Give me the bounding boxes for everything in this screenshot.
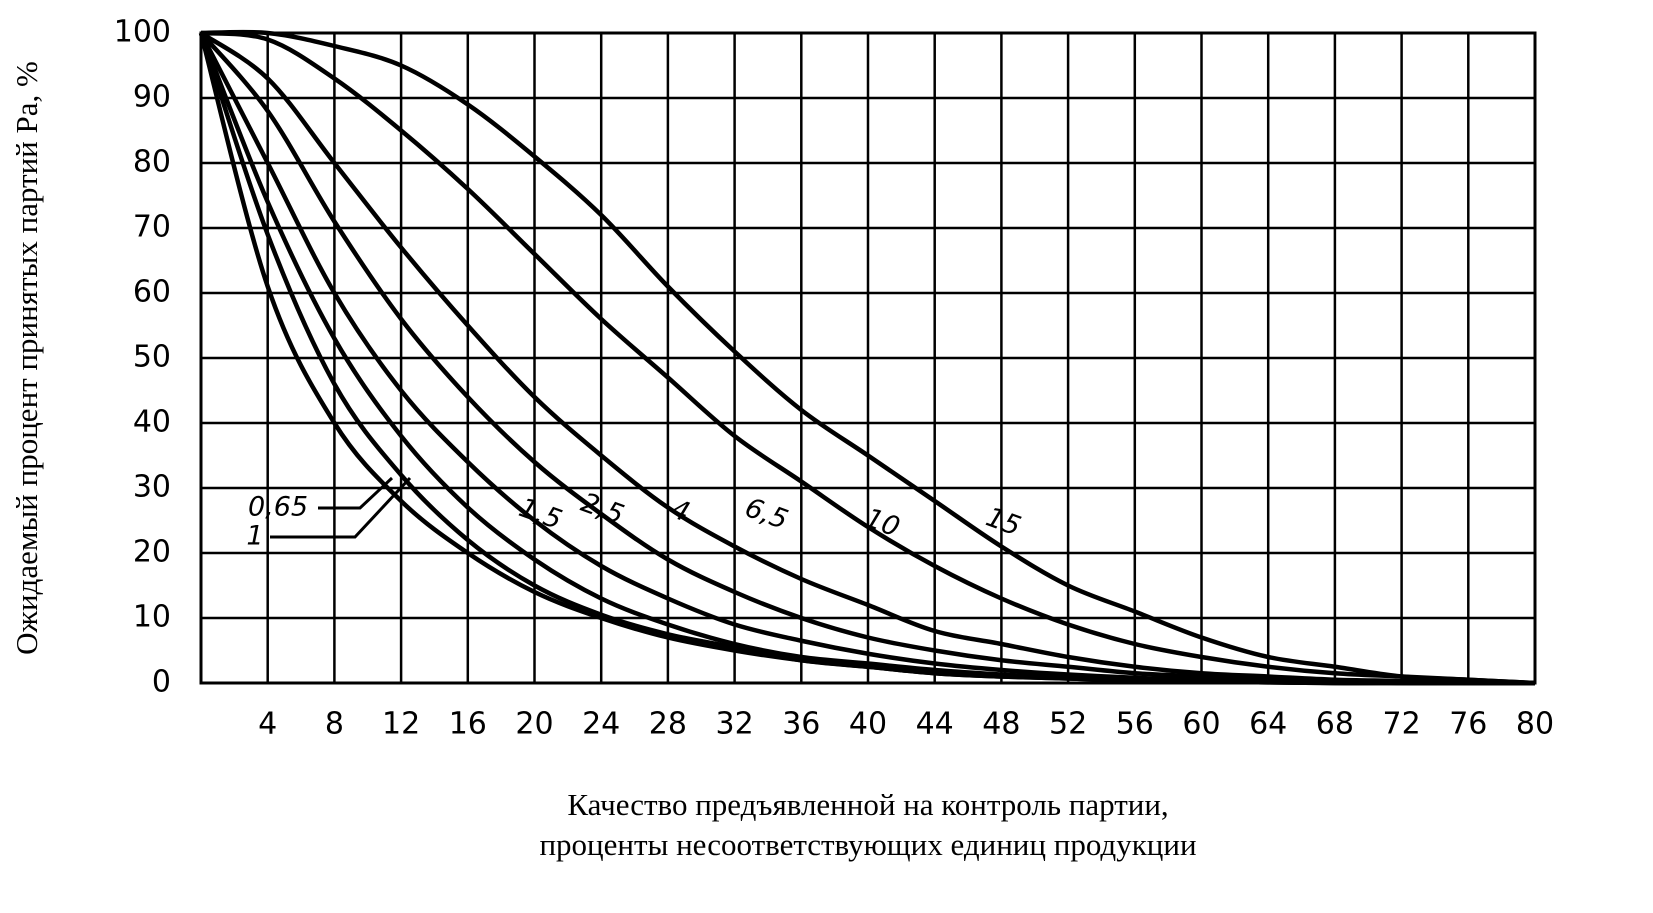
series-line xyxy=(199,31,1536,686)
series-label: 2,5 xyxy=(577,487,628,531)
x-tick-label: 60 xyxy=(1182,707,1220,742)
x-tick-label: 44 xyxy=(916,707,954,742)
y-tick-label: 100 xyxy=(114,15,171,50)
leader-line xyxy=(318,476,394,510)
x-tick-label: 32 xyxy=(716,707,754,742)
series-label: 1 xyxy=(246,521,263,552)
x-tick-label: 56 xyxy=(1116,707,1154,742)
y-tick-label: 70 xyxy=(133,210,171,245)
y-tick-label: 30 xyxy=(133,470,171,505)
x-tick-label: 76 xyxy=(1449,707,1487,742)
y-tick-label: 10 xyxy=(133,600,171,635)
x-tick-label: 72 xyxy=(1383,707,1421,742)
x-tick-label: 40 xyxy=(849,707,887,742)
x-tick-label: 16 xyxy=(449,707,487,742)
y-tick-label: 0 xyxy=(152,665,171,700)
y-tick-label: 20 xyxy=(133,535,171,570)
series-label: 6,5 xyxy=(741,492,792,536)
x-tick-label: 36 xyxy=(782,707,820,742)
series-line xyxy=(200,30,1536,686)
x-tick-label: 64 xyxy=(1249,707,1287,742)
series-line xyxy=(200,29,1536,686)
x-tick-label: 12 xyxy=(382,707,420,742)
y-tick-label: 90 xyxy=(133,80,171,115)
x-tick-label: 20 xyxy=(515,707,553,742)
x-tick-label: 8 xyxy=(325,707,344,742)
x-tick-label: 52 xyxy=(1049,707,1087,742)
x-tick-label: 80 xyxy=(1516,707,1554,742)
x-tick-label: 24 xyxy=(582,707,620,742)
y-tick-label: 60 xyxy=(133,275,171,310)
series-label: 0,65 xyxy=(248,492,308,523)
y-axis-title: Ожидаемый процент принятых партий Pa, % xyxy=(9,61,44,655)
y-tick-label: 80 xyxy=(133,145,171,180)
x-tick-label: 68 xyxy=(1316,707,1354,742)
x-tick-label: 28 xyxy=(649,707,687,742)
x-tick-label: 4 xyxy=(258,707,277,742)
x-axis-title: проценты несоответствующих единиц продук… xyxy=(539,827,1196,862)
x-axis-title: Качество предъявленной на контроль парти… xyxy=(567,787,1168,822)
x-tick-label: 48 xyxy=(982,707,1020,742)
y-tick-label: 40 xyxy=(133,405,171,440)
y-tick-label: 50 xyxy=(133,340,171,375)
series-label: 1,5 xyxy=(515,492,566,536)
leader-line xyxy=(270,476,412,539)
